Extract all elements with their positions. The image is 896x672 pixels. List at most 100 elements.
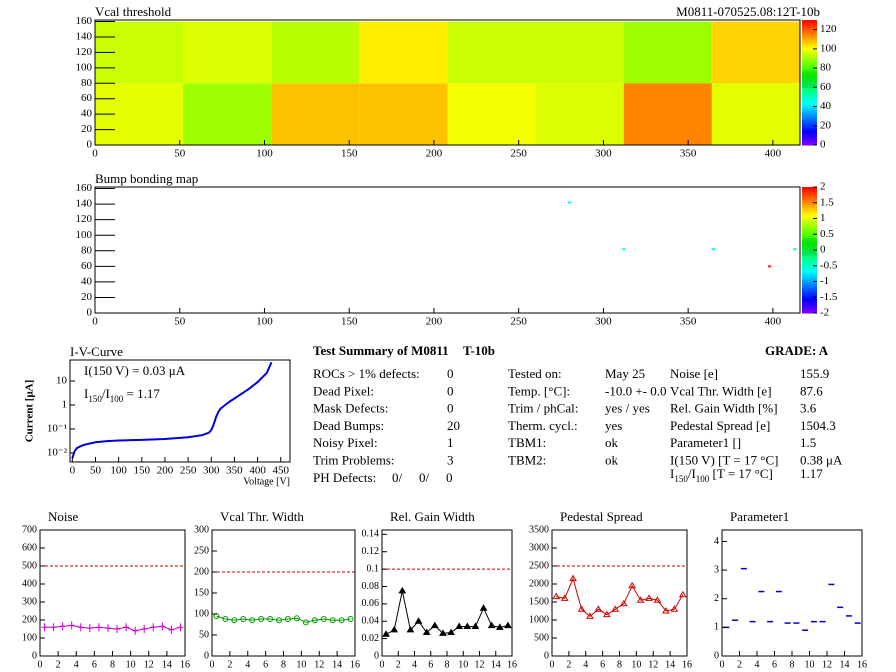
plot-frame: [721, 529, 863, 657]
y-tick-label: 160: [76, 15, 93, 27]
colorbar-step: [802, 267, 817, 271]
x-tick-label: 10: [458, 659, 468, 670]
colorbar-step: [802, 277, 817, 281]
x-tick-label: 300: [595, 316, 612, 328]
marker: [50, 623, 57, 632]
marker: [240, 616, 247, 623]
summary-label: TBM2:: [508, 452, 546, 467]
module-type: T-10b: [463, 343, 495, 358]
summary-label: Tested on:: [508, 366, 562, 381]
x-tick-label: 6: [428, 659, 433, 670]
summary-value: yes: [605, 418, 622, 433]
y-tick-label: 0: [714, 650, 719, 661]
colorbar-step: [802, 85, 817, 88]
y-tick-label: 0: [32, 650, 37, 661]
chart-title: Vcal Thr. Width: [220, 509, 304, 524]
colorbar-label: -1: [820, 275, 829, 287]
colorbar-step: [802, 207, 817, 211]
colorbar-step: [802, 20, 817, 23]
colorbar-step: [802, 77, 817, 81]
y-tick-label: 80: [81, 244, 93, 256]
colorbar-step: [802, 92, 817, 96]
x-tick-label: 4: [245, 659, 250, 670]
y-tick-label: 1: [714, 622, 719, 633]
subscript: 100: [110, 394, 124, 404]
map-point: [767, 265, 771, 268]
plot-frame: [94, 186, 801, 314]
colorbar-step: [802, 285, 817, 289]
x-tick-label: 4: [583, 659, 588, 670]
y-tick-label: 140: [76, 31, 93, 43]
y-tick-label: 0.1: [367, 563, 380, 574]
subscript: 100: [696, 474, 710, 484]
y-tick-label: 3500: [529, 524, 549, 535]
y-tick-label: 250: [194, 545, 209, 556]
colorbar-label: 0: [820, 139, 826, 151]
y-tick-label: 0.14: [362, 529, 380, 540]
marker: [463, 622, 472, 629]
ph-defect-value: 0/: [419, 470, 430, 485]
colorbar-step: [802, 130, 817, 133]
colorbar-label: 0: [820, 244, 826, 256]
colorbar-step: [802, 202, 817, 206]
y-tick-label: 80: [81, 77, 93, 89]
marker: [293, 615, 300, 622]
colorbar-step: [802, 262, 817, 266]
chart-subtitle: M0811-070525.08:12T-10b: [676, 4, 820, 19]
label: I150/I100 [T = 17 °C]: [670, 466, 773, 484]
y-tick-label: 50: [199, 629, 209, 640]
colorbar-step: [802, 35, 817, 38]
series-line: [44, 624, 181, 632]
x-tick-label: 8: [281, 659, 286, 670]
colorbar-step: [802, 219, 817, 223]
x-tick-label: 50: [90, 465, 102, 477]
summary-label: Noisy Pixel:: [313, 435, 378, 450]
y-tick-label: 100: [76, 229, 93, 241]
colorbar-step: [802, 60, 817, 63]
colorbar-step: [802, 30, 817, 33]
colorbar-step: [802, 280, 817, 284]
colorbar-step: [802, 305, 817, 309]
colorbar-step: [802, 242, 817, 246]
summary-label: Pedestal Spread [e]: [670, 418, 770, 433]
x-tick-label: 2: [737, 659, 742, 670]
y-tick-label: 0: [87, 139, 93, 151]
colorbar-step: [802, 50, 817, 53]
y-tick-label: 200: [22, 614, 37, 625]
heatmap-cell: [535, 83, 624, 145]
x-tick-label: 6: [92, 659, 97, 670]
x-tick-label: 12: [314, 659, 324, 670]
x-tick-label: 400: [765, 148, 782, 160]
colorbar-step: [802, 142, 817, 146]
y-tick-label: 300: [22, 596, 37, 607]
colorbar-step: [802, 224, 817, 228]
marker: [636, 596, 645, 603]
summary-value: 0: [447, 366, 454, 381]
y-tick-label: 40: [81, 108, 93, 120]
x-tick-label: 350: [680, 148, 697, 160]
y-tick-label: 20: [81, 291, 93, 303]
colorbar-label: -1.5: [820, 291, 838, 303]
colorbar-step: [802, 82, 817, 86]
colorbar-step: [802, 290, 817, 294]
marker: [132, 626, 139, 635]
y-tick-label: 400: [22, 578, 37, 589]
marker: [150, 623, 157, 632]
label-part: /I: [688, 466, 696, 481]
colorbar-step: [802, 117, 817, 121]
summary-value: 20: [447, 418, 460, 433]
y-tick-label: 0.12: [362, 546, 380, 557]
colorbar-label: 80: [820, 62, 832, 74]
annotation: I(150 V) = 0.03 μA: [84, 363, 186, 378]
y-tick-label: 0: [204, 650, 209, 661]
x-tick-label: 16: [682, 659, 692, 670]
summary-label: Trim Problems:: [313, 452, 395, 467]
x-tick-label: 8: [790, 659, 795, 670]
marker: [123, 623, 130, 632]
marker: [41, 623, 48, 632]
colorbar-step: [802, 239, 817, 243]
x-tick-label: 300: [595, 148, 612, 160]
x-tick-label: 14: [162, 659, 172, 670]
x-tick-label: 10: [631, 659, 641, 670]
marker: [653, 596, 662, 603]
